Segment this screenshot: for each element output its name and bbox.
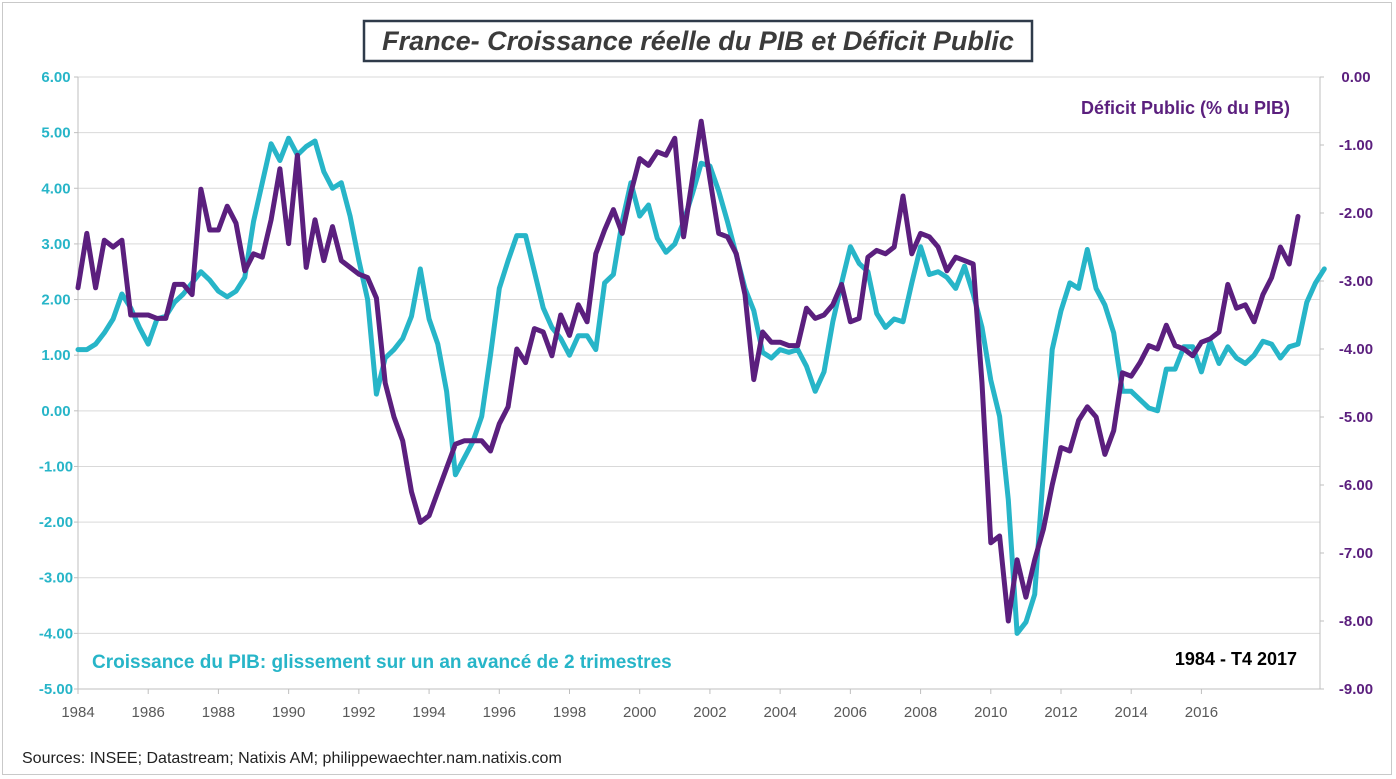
chart-title-box xyxy=(362,19,1034,63)
x-tick-label: 2014 xyxy=(1115,704,1148,721)
x-tick-label: 1984 xyxy=(61,704,94,721)
y-left-tick-label: 1.00 xyxy=(41,347,70,364)
x-tick-label: 2012 xyxy=(1044,704,1077,721)
x-tick-label: 1996 xyxy=(483,704,516,721)
y-left-tick-label: 0.00 xyxy=(41,403,70,420)
y-right-tick-label: -1.00 xyxy=(1339,137,1373,154)
x-tick-label: 2002 xyxy=(693,704,726,721)
y-left-tick-label: -3.00 xyxy=(39,570,73,587)
y-left-tick-label: 6.00 xyxy=(41,69,70,86)
series-line-croissance-pib xyxy=(75,135,1327,636)
y-left-tick-label: -5.00 xyxy=(39,681,73,698)
y-right-tick-label: -2.00 xyxy=(1339,205,1373,222)
x-tick-label: 1994 xyxy=(412,704,445,721)
x-tick-label: 1992 xyxy=(342,704,375,721)
y-right-tick-label: -9.00 xyxy=(1339,681,1373,698)
y-left-tick-label: 2.00 xyxy=(41,292,70,309)
x-tick-label: 2010 xyxy=(974,704,1007,721)
source-note: Sources: INSEE; Datastream; Natixis AM; … xyxy=(22,750,562,767)
x-tick-label: 1988 xyxy=(202,704,235,721)
x-tick-label: 2006 xyxy=(834,704,867,721)
y-right-tick-label: -3.00 xyxy=(1339,273,1373,290)
y-right-tick-label: -4.00 xyxy=(1339,341,1373,358)
y-right-tick-label: -6.00 xyxy=(1339,477,1373,494)
y-right-tick-label: -5.00 xyxy=(1339,409,1373,426)
chart-title: France- Croissance réelle du PIB et Défi… xyxy=(382,26,1014,56)
tick-labels: 6.00 5.00 4.00 3.00 2.00 1.00 0.00 -1.00 -2.00 -3… xyxy=(39,69,1373,721)
axes xyxy=(74,76,1324,694)
x-tick-label: 1998 xyxy=(553,704,586,721)
x-tick-label: 1986 xyxy=(132,704,165,721)
y-left-tick-label: -1.00 xyxy=(39,458,73,475)
series-lines xyxy=(75,118,1327,636)
x-tick-label: 2000 xyxy=(623,704,656,721)
y-right-tick-label: -7.00 xyxy=(1339,545,1373,562)
y-left-tick-label: -4.00 xyxy=(39,625,73,642)
y-right-tick-label: -8.00 xyxy=(1339,613,1373,630)
y-left-tick-label: 5.00 xyxy=(41,125,70,142)
series-line-deficit-public xyxy=(75,118,1301,624)
legend-croissance: Croissance du PIB: glissement sur un an … xyxy=(92,652,672,673)
y-left-tick-label: 3.00 xyxy=(41,236,70,253)
y-right-tick-label: 0.00 xyxy=(1341,69,1370,86)
y-left-tick-label: 4.00 xyxy=(41,180,70,197)
legend-deficit: Déficit Public (% du PIB) xyxy=(1081,98,1290,118)
x-tick-label: 2004 xyxy=(763,704,796,721)
x-tick-label: 2016 xyxy=(1185,704,1218,721)
y-left-tick-label: -2.00 xyxy=(39,514,73,531)
x-tick-label: 2008 xyxy=(904,704,937,721)
x-tick-label: 1990 xyxy=(272,704,305,721)
period-label: 1984 - T4 2017 xyxy=(1175,649,1297,669)
